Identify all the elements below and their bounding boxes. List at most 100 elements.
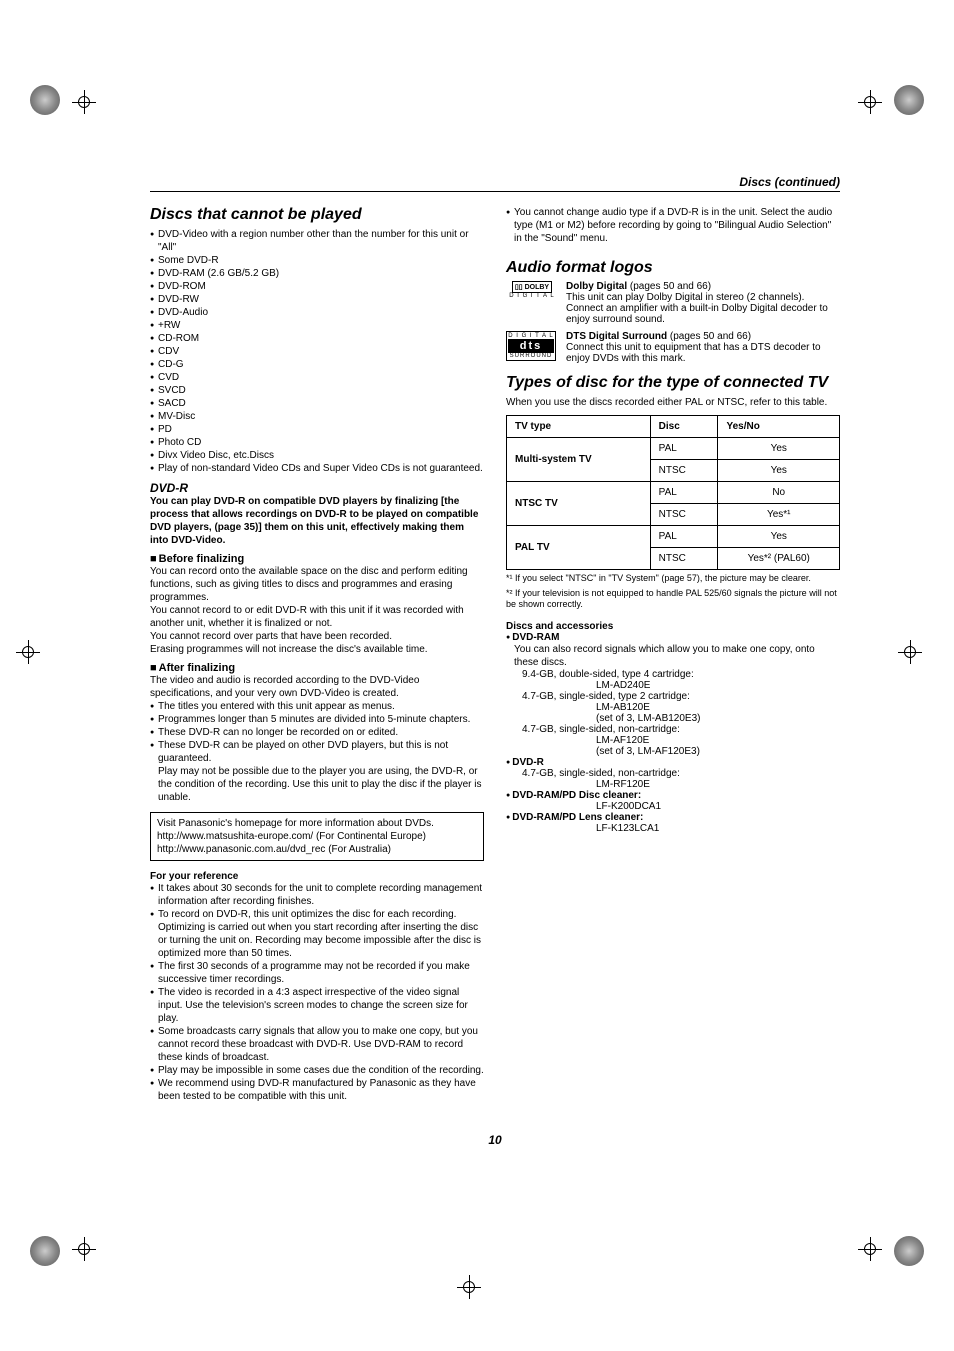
reg-mark [16, 640, 56, 680]
dts-logo-icon: D I G I T A L dts SURROUND [506, 331, 558, 361]
footnote: *¹ If you select "NTSC" in "TV System" (… [506, 573, 840, 585]
accessories-list: DVD-RAMYou can also record signals which… [506, 632, 840, 834]
section-heading: Discs that cannot be played [150, 206, 484, 224]
list-item: CVD [150, 371, 484, 384]
accessory-line: LF-K123LCA1 [596, 823, 840, 834]
body-text: You cannot record over parts that have b… [150, 630, 484, 643]
table-cell: PAL [650, 482, 718, 504]
list-item: Some broadcasts carry signals that allow… [150, 1025, 484, 1064]
table-header: Disc [650, 416, 718, 438]
list-item: The first 30 seconds of a programme may … [150, 960, 484, 986]
list-item: Divx Video Disc, etc.Discs [150, 449, 484, 462]
reg-mark [30, 1281, 70, 1321]
body-text: You cannot record to or edit DVD-R with … [150, 604, 484, 630]
table-cell: Yes*² (PAL60) [718, 548, 840, 570]
accessory-label: DVD-RAM/PD Lens cleaner: [506, 812, 840, 823]
reg-mark [884, 30, 924, 70]
list-item: DVD-RAM (2.6 GB/5.2 GB) [150, 267, 484, 280]
table-cell: PAL [650, 438, 718, 460]
list-item: The titles you entered with this unit ap… [150, 700, 484, 713]
accessory-line: (set of 3, LM-AF120E3) [596, 746, 840, 757]
list-item: +RW [150, 319, 484, 332]
after-finalizing-heading: After finalizing [150, 662, 484, 674]
list-item: You cannot change audio type if a DVD-R … [506, 206, 840, 245]
table-cell: Yes [718, 438, 840, 460]
accessory-line: LF-K200DCA1 [596, 801, 840, 812]
list-item: These DVD-R can no longer be recorded on… [150, 726, 484, 739]
list-item: Play of non-standard Video CDs and Super… [150, 462, 484, 475]
table-cell: NTSC [650, 460, 718, 482]
reference-list: It takes about 30 seconds for the unit t… [150, 882, 484, 1103]
accessory-line: (set of 3, LM-AB120E3) [596, 713, 840, 724]
accessory-line: LM-AF120E [596, 735, 840, 746]
box-text: Visit Panasonic's homepage for more info… [157, 817, 477, 830]
table-cell: PAL TV [507, 526, 651, 570]
accessory-label: DVD-R [506, 757, 840, 768]
left-column: Discs that cannot be played DVD-Video wi… [150, 206, 484, 1103]
table-cell: PAL [650, 526, 718, 548]
list-item: Some DVD-R [150, 254, 484, 267]
section-heading: Types of disc for the type of connected … [506, 374, 840, 392]
page-header: Discs (continued) [150, 175, 840, 192]
dvdr-heading: DVD-R [150, 481, 484, 495]
list-item: These DVD-R can be played on other DVD p… [150, 739, 484, 765]
table-cell: No [718, 482, 840, 504]
right-column: You cannot change audio type if a DVD-R … [506, 206, 840, 1103]
list-item: Photo CD [150, 436, 484, 449]
body-text: You can also record signals which allow … [514, 643, 840, 669]
table-cell: Yes*¹ [718, 504, 840, 526]
tv-type-table: TV type Disc Yes/No Multi-system TV PAL … [506, 415, 840, 570]
list-item: It takes about 30 seconds for the unit t… [150, 882, 484, 908]
footnote: *² If your television is not equipped to… [506, 588, 840, 611]
list-item: CDV [150, 345, 484, 358]
list-item: To record on DVD-R, this unit optimizes … [150, 908, 484, 960]
info-box: Visit Panasonic's homepage for more info… [150, 812, 484, 861]
reg-mark [898, 640, 938, 680]
list-item: PD [150, 423, 484, 436]
list-item: SVCD [150, 384, 484, 397]
table-cell: NTSC TV [507, 482, 651, 526]
dolby-row: ▯▯ DOLBY D I G I T A L Dolby Digital (pa… [506, 281, 840, 325]
accessory-line: 4.7-GB, single-sided, type 2 cartridge: [522, 691, 840, 702]
before-finalizing-heading: Before finalizing [150, 553, 484, 565]
table-cell: Multi-system TV [507, 438, 651, 482]
dts-text: DTS Digital Surround (pages 50 and 66) C… [566, 331, 840, 364]
body-text: Play may not be possible due to the play… [158, 765, 484, 804]
accessory-label: DVD-RAM [506, 632, 840, 643]
accessory-line: 4.7-GB, single-sided, non-cartridge: [522, 724, 840, 735]
list-item: Play may be impossible in some cases due… [150, 1064, 484, 1077]
list-item: DVD-Video with a region number other tha… [150, 228, 484, 254]
list-item: DVD-ROM [150, 280, 484, 293]
table-cell: Yes [718, 460, 840, 482]
list-item: The video is recorded in a 4:3 aspect ir… [150, 986, 484, 1025]
top-note: You cannot change audio type if a DVD-R … [506, 206, 840, 245]
reg-mark [884, 1281, 924, 1321]
accessory-label: DVD-RAM/PD Disc cleaner: [506, 790, 840, 801]
list-item: CD-G [150, 358, 484, 371]
box-text: http://www.matsushita-europe.com/ (For C… [157, 830, 477, 843]
dolby-text: Dolby Digital (pages 50 and 66) This uni… [566, 281, 840, 325]
page-number: 10 [150, 1133, 840, 1147]
table-cell: NTSC [650, 504, 718, 526]
list-item: We recommend using DVD-R manufactured by… [150, 1077, 484, 1103]
dolby-logo-icon: ▯▯ DOLBY D I G I T A L [506, 281, 558, 299]
accessory-line: LM-RF120E [596, 779, 840, 790]
body-text: The video and audio is recorded accordin… [150, 674, 484, 700]
table-header: Yes/No [718, 416, 840, 438]
accessory-line: LM-AD240E [596, 680, 840, 691]
cannot-play-list: DVD-Video with a region number other tha… [150, 228, 484, 475]
list-item: DVD-RW [150, 293, 484, 306]
list-item: MV-Disc [150, 410, 484, 423]
accessory-line: 9.4-GB, double-sided, type 4 cartridge: [522, 669, 840, 680]
dts-row: D I G I T A L dts SURROUND DTS Digital S… [506, 331, 840, 364]
table-cell: NTSC [650, 548, 718, 570]
table-header: TV type [507, 416, 651, 438]
list-item: Programmes longer than 5 minutes are div… [150, 713, 484, 726]
accessories-heading: Discs and accessories [506, 621, 840, 632]
body-text: You can record onto the available space … [150, 565, 484, 604]
list-item: SACD [150, 397, 484, 410]
list-item: CD-ROM [150, 332, 484, 345]
body-text: When you use the discs recorded either P… [506, 396, 840, 409]
section-heading: Audio format logos [506, 259, 840, 277]
dvdr-intro: You can play DVD-R on compatible DVD pla… [150, 495, 484, 547]
